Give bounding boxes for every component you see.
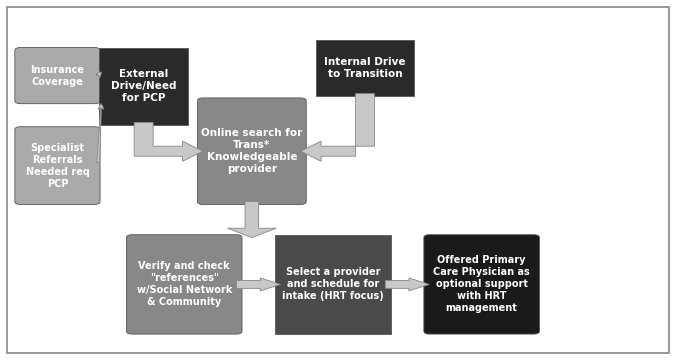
FancyBboxPatch shape bbox=[15, 127, 100, 204]
FancyBboxPatch shape bbox=[275, 235, 391, 334]
Text: Select a provider
and schedule for
intake (HRT focus): Select a provider and schedule for intak… bbox=[282, 267, 384, 301]
FancyBboxPatch shape bbox=[316, 40, 414, 96]
Polygon shape bbox=[134, 122, 203, 161]
Text: Offered Primary
Care Physician as
optional support
with HRT
management: Offered Primary Care Physician as option… bbox=[433, 255, 530, 314]
Text: Specialist
Referrals
Needed req
PCP: Specialist Referrals Needed req PCP bbox=[26, 143, 89, 189]
Polygon shape bbox=[237, 278, 281, 291]
FancyBboxPatch shape bbox=[126, 235, 242, 334]
Text: Verify and check
"references"
w/Social Network
& Community: Verify and check "references" w/Social N… bbox=[137, 261, 232, 307]
FancyBboxPatch shape bbox=[424, 235, 539, 334]
Polygon shape bbox=[301, 94, 375, 161]
Text: Insurance
Coverage: Insurance Coverage bbox=[30, 64, 84, 87]
Text: Online search for
Trans*
Knowledgeable
provider: Online search for Trans* Knowledgeable p… bbox=[201, 128, 302, 174]
Polygon shape bbox=[227, 202, 276, 238]
FancyBboxPatch shape bbox=[197, 98, 306, 204]
Polygon shape bbox=[385, 278, 429, 291]
FancyBboxPatch shape bbox=[99, 48, 188, 125]
Text: External
Drive/Need
for PCP: External Drive/Need for PCP bbox=[111, 69, 176, 103]
Text: Internal Drive
to Transition: Internal Drive to Transition bbox=[324, 57, 406, 80]
FancyBboxPatch shape bbox=[15, 48, 100, 104]
